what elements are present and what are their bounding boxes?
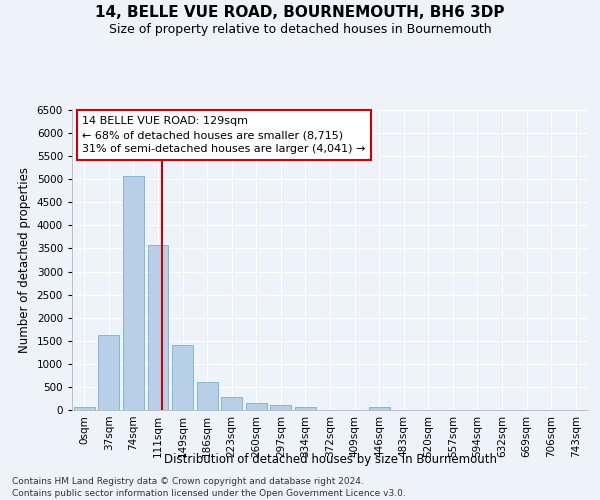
Bar bbox=[271, 405, 292, 410]
Bar bbox=[246, 404, 267, 410]
Bar bbox=[123, 176, 144, 410]
Bar bbox=[74, 407, 95, 410]
Bar bbox=[295, 407, 316, 410]
Bar bbox=[172, 345, 193, 410]
Text: 14, BELLE VUE ROAD, BOURNEMOUTH, BH6 3DP: 14, BELLE VUE ROAD, BOURNEMOUTH, BH6 3DP bbox=[95, 5, 505, 20]
Text: Size of property relative to detached houses in Bournemouth: Size of property relative to detached ho… bbox=[109, 22, 491, 36]
Bar bbox=[148, 245, 169, 410]
Bar bbox=[221, 396, 242, 410]
Text: Contains HM Land Registry data © Crown copyright and database right 2024.: Contains HM Land Registry data © Crown c… bbox=[12, 478, 364, 486]
Bar bbox=[368, 407, 389, 410]
Text: Distribution of detached houses by size in Bournemouth: Distribution of detached houses by size … bbox=[163, 452, 497, 466]
Text: Contains public sector information licensed under the Open Government Licence v3: Contains public sector information licen… bbox=[12, 489, 406, 498]
Bar bbox=[197, 382, 218, 410]
Y-axis label: Number of detached properties: Number of detached properties bbox=[18, 167, 31, 353]
Bar bbox=[98, 335, 119, 410]
Text: 14 BELLE VUE ROAD: 129sqm
← 68% of detached houses are smaller (8,715)
31% of se: 14 BELLE VUE ROAD: 129sqm ← 68% of detac… bbox=[82, 116, 365, 154]
